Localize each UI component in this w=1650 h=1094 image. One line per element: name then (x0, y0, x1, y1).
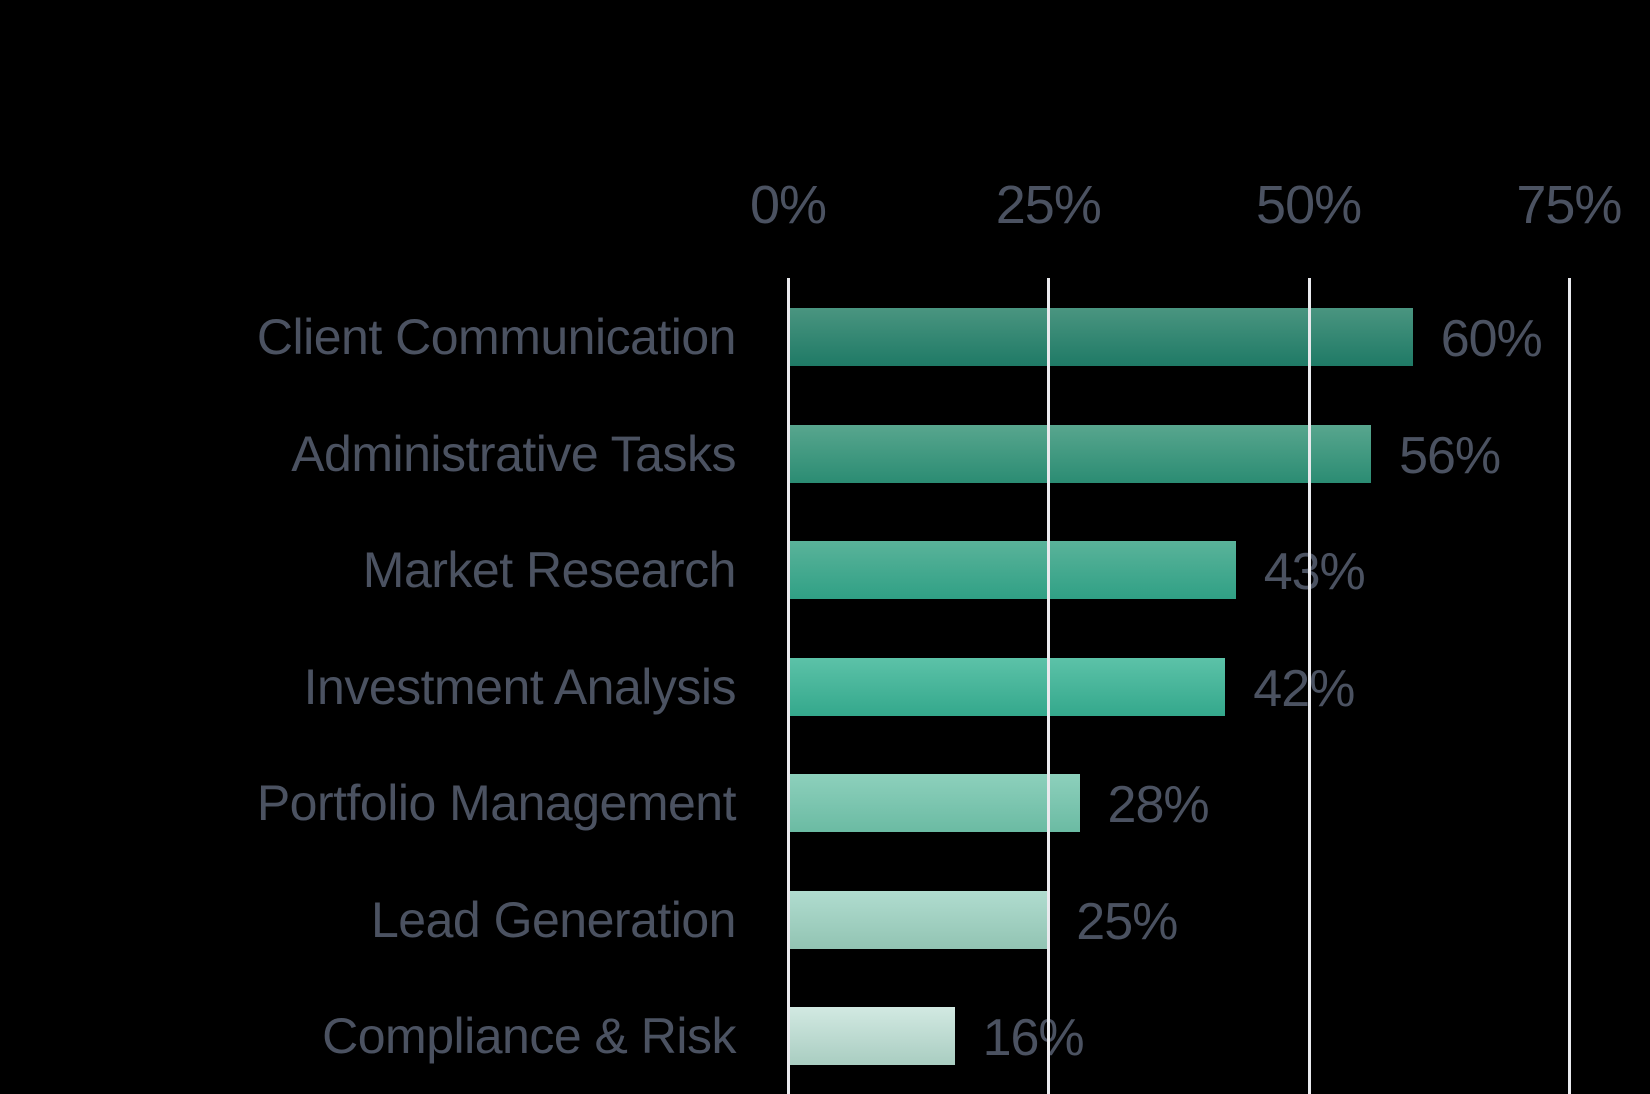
bar[interactable] (789, 1007, 955, 1065)
x-axis-tick-label: 25% (995, 175, 1102, 235)
x-axis-tick-label: 0% (749, 175, 827, 235)
bar-value-label: 56% (1399, 426, 1501, 485)
bar[interactable] (789, 657, 1226, 716)
category-label: Lead Generation (370, 891, 737, 948)
category-label: Client Communication (256, 309, 737, 365)
bar[interactable] (789, 541, 1236, 599)
category-label: Portfolio Management (256, 775, 737, 831)
category-label: Investment Analysis (303, 658, 737, 715)
bar[interactable] (789, 890, 1049, 949)
x-axis-tick-label: 50% (1256, 175, 1362, 235)
gridline (1047, 278, 1051, 1094)
bar-value-label: 43% (1263, 543, 1366, 601)
category-label: Administrative Tasks (291, 425, 736, 482)
gridline (1307, 278, 1311, 1094)
bar[interactable] (789, 308, 1413, 366)
bar[interactable] (789, 424, 1372, 483)
bar-value-label: 16% (982, 1009, 1085, 1067)
gridline (1567, 278, 1571, 1094)
gridline (787, 278, 790, 1094)
category-label: Compliance & Risk (322, 1008, 736, 1064)
bar-value-label: 60% (1440, 310, 1543, 368)
category-label: Market Research (362, 542, 737, 598)
x-axis-tick-label: 75% (1516, 175, 1622, 235)
bar[interactable] (789, 774, 1080, 832)
bar-value-label: 25% (1076, 892, 1178, 951)
bar-value-label: 42% (1253, 659, 1355, 718)
bar-value-label: 28% (1107, 776, 1210, 834)
